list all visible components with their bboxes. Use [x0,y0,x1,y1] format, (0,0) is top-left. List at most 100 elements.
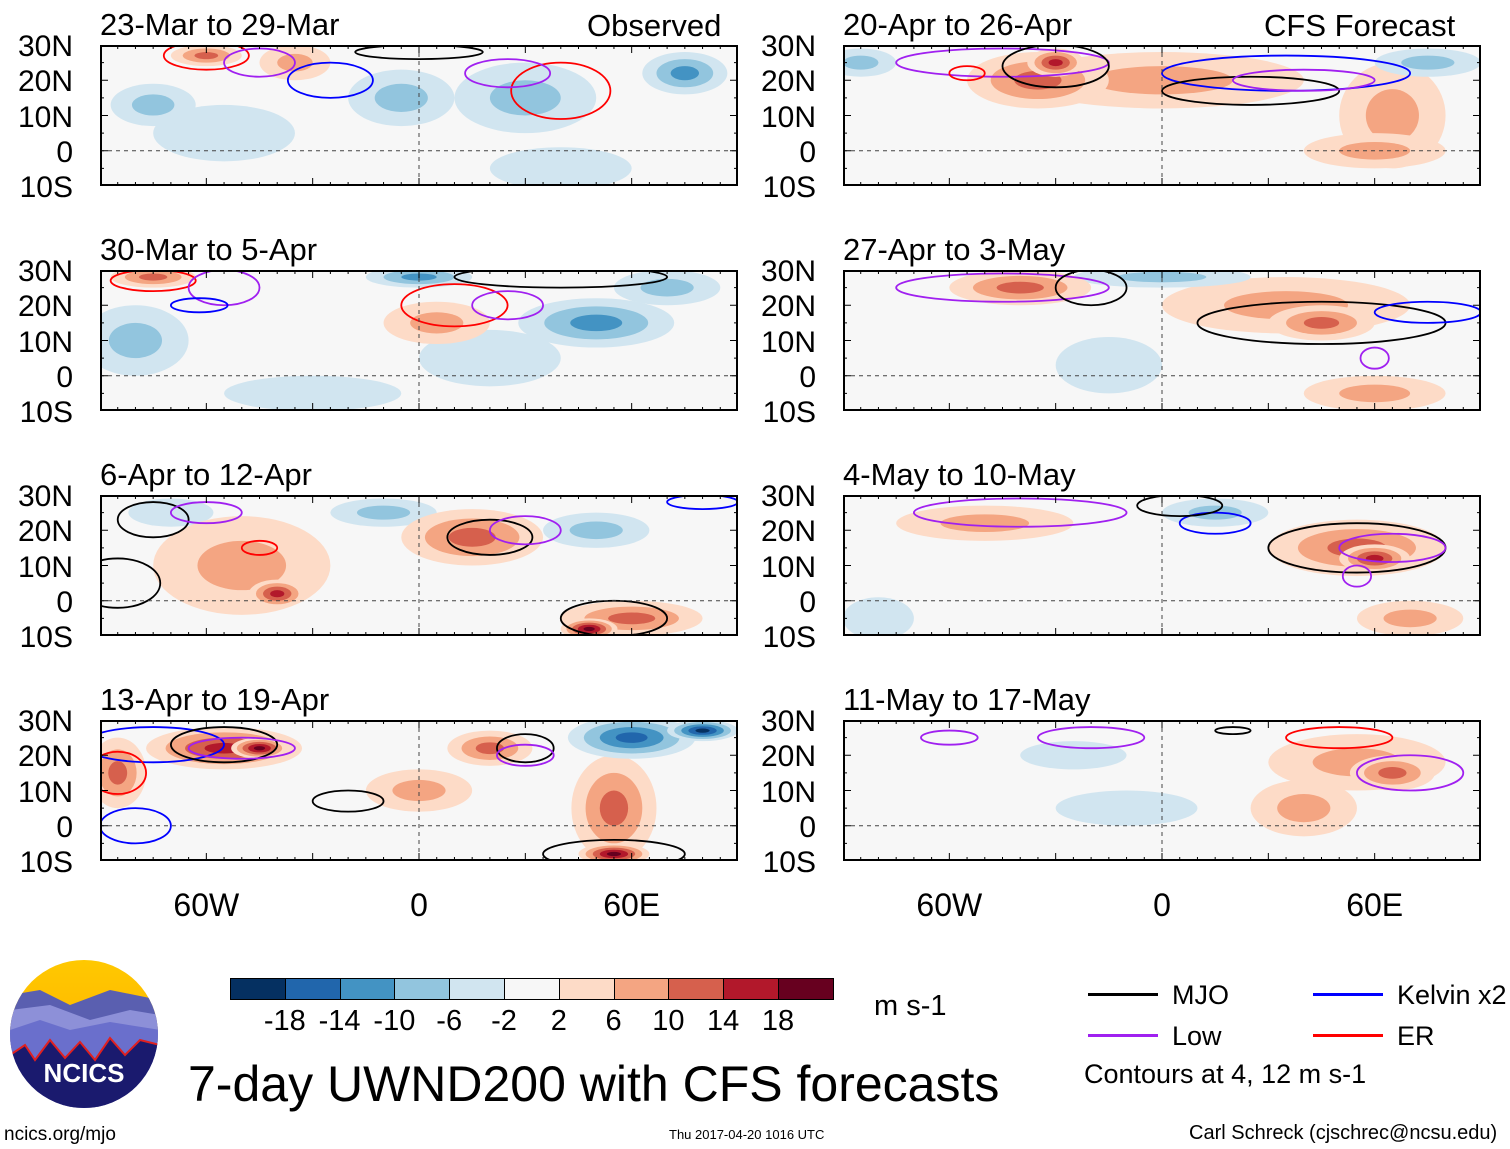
lat-label: 10N [760,100,816,134]
lat-label: 30N [760,255,816,288]
anomaly-shading [419,329,561,387]
anomaly-shading [1365,89,1419,142]
footer-url[interactable]: ncics.org/mjo [4,1124,116,1145]
lat-label: 10S [762,621,816,654]
lat-label: 0 [56,360,73,394]
lat-label: 10N [760,775,816,809]
lon-label: 60E [1346,887,1404,923]
contour-low [187,736,296,760]
lat-label: 10S [762,846,816,879]
panel-border [100,45,738,186]
panel-border [100,720,738,861]
legend-label: Low [1172,1021,1222,1051]
colorbar-swatch [339,978,396,1000]
panel-title: 23-Mar to 29-Mar [100,7,340,42]
colorbar-label: 14 [707,1005,740,1037]
anomaly-shading [1303,317,1340,329]
lat-label: 10S [19,396,73,429]
colorbar-swatch [230,978,286,1000]
contour-low [187,270,261,307]
anomaly-shading [489,80,561,116]
anomaly-shading [640,278,694,297]
lat-label: 0 [56,135,73,169]
lat-label: 20N [760,515,816,549]
map-panel [100,495,738,636]
contour-mjo [453,270,668,289]
anomaly-shading [108,761,128,785]
legend-label: MJO [1172,980,1229,1010]
anomaly-shading [615,732,648,743]
anomaly-shading [695,728,710,733]
lat-label: 0 [799,135,816,169]
lat-label: 10N [17,550,73,584]
anomaly-shading [194,52,219,60]
map-panel [100,720,738,861]
colorbar-label: 10 [652,1005,685,1037]
lat-label: 30N [760,480,816,513]
colorbar-label: -14 [318,1005,361,1037]
anomaly-shading [392,779,446,802]
anomaly-shading [410,312,464,334]
legend-label: Kelvin x2 [1397,980,1507,1010]
anomaly-shading [374,83,428,112]
anomaly-shading [843,55,879,70]
contour-low [464,58,552,89]
colorbar-label: -2 [491,1005,517,1037]
lat-label: 10N [17,325,73,359]
panel-title: 30-Mar to 5-Apr [100,232,318,267]
contour-kelvin [286,61,374,99]
anomaly-shading [448,527,496,547]
contour-mjo [1214,726,1252,735]
contour-low [1356,754,1465,792]
colorbar-label: 6 [605,1005,622,1037]
lat-label: 20N [17,515,73,549]
colorbar-label: 18 [761,1005,795,1037]
figure-title: 7-day UWND200 with CFS forecasts [188,1056,1000,1112]
contour-mjo [542,838,686,861]
contour-kelvin [100,726,225,764]
lat-label: 0 [56,810,73,844]
anomaly-shading [996,281,1044,294]
contour-low [488,515,562,546]
lat-label: 20N [17,290,73,324]
map-panel [843,45,1481,186]
panel-title: 6-Apr to 12-Apr [100,457,312,492]
anomaly-shading [843,597,914,636]
contour-er [240,539,279,556]
anomaly-shading [108,322,163,359]
panel-title: 27-Apr to 3-May [843,232,1066,267]
colorbar-units: m s-1 [874,990,947,1022]
anomaly-shading [1055,336,1162,394]
lon-label: 0 [1153,887,1171,923]
legend-line [1088,1034,1158,1037]
anomaly-shading [153,104,295,162]
observed-label: Observed [587,8,722,43]
lat-label: 10N [17,100,73,134]
lat-label: 0 [799,585,816,619]
lat-label: 10S [19,621,73,654]
contour-note: Contours at 4, 12 m s-1 [1084,1059,1367,1089]
contour-mjo [1001,45,1110,89]
lat-label: 10S [762,396,816,429]
lat-label: 30N [760,30,816,63]
contour-er [100,750,147,795]
logo-text: NCICS [44,1058,125,1088]
lat-label: 20N [17,65,73,99]
anomaly-shading [1020,741,1127,770]
lat-label: 30N [17,705,73,738]
anomaly-shading [1383,609,1437,628]
anomaly-shading [599,790,629,826]
colorbar-swatch [778,978,834,1000]
anomaly-shading [940,514,1030,533]
footer-author: Carl Schreck (cjschrec@ncsu.edu) [1189,1122,1498,1144]
colorbar-swatch [723,978,779,1000]
contour-mjo [1161,75,1341,106]
colorbar-swatch [394,978,451,1000]
colorbar-swatch [504,978,560,1000]
lon-label: 60W [916,887,983,923]
lat-label: 10N [760,550,816,584]
contour-kelvin [100,807,172,845]
lat-label: 10S [762,171,816,204]
anomaly-shading [197,540,287,591]
